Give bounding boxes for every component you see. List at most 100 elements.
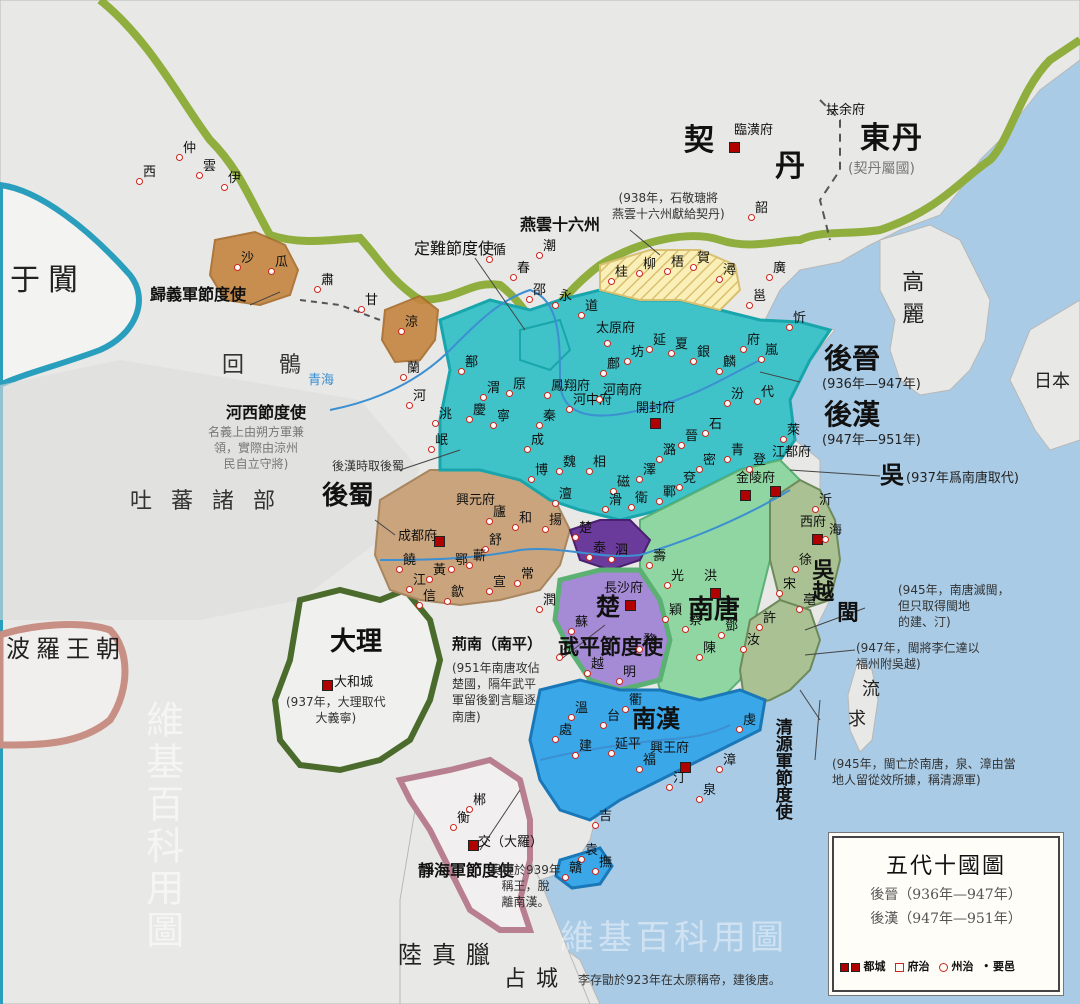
town-label: 廣 — [773, 261, 787, 276]
region-dali — [271, 586, 444, 774]
town-label: 泉 — [703, 783, 717, 798]
zhou-marker — [676, 484, 683, 491]
capital-changsha: 長沙府 — [604, 581, 644, 596]
zhou-marker — [602, 506, 609, 513]
town-label: 撫 — [599, 855, 613, 870]
zhou-marker — [514, 580, 521, 587]
town-label: 澤 — [643, 463, 657, 478]
label-nan-tang: 南唐 — [688, 595, 741, 625]
zhou-marker — [780, 436, 787, 443]
town-label: 舒 — [489, 533, 503, 548]
zhou-marker — [480, 394, 487, 401]
town-label: 潤 — [543, 593, 557, 608]
town-label: 博 — [535, 463, 549, 478]
town-label: 許 — [763, 611, 777, 626]
capital-marker — [710, 588, 721, 599]
town-label: 吉 — [599, 809, 613, 824]
zhou-marker — [682, 626, 689, 633]
legend-key-town: • 要邑 — [983, 960, 1015, 973]
zhou-marker — [624, 358, 631, 365]
zhou-marker — [234, 264, 241, 271]
town-label: 汀 — [673, 771, 687, 786]
zhou-marker — [568, 628, 575, 635]
town-label: 陳 — [703, 641, 717, 656]
town-label: 春 — [517, 261, 531, 276]
prefecture-marker — [604, 340, 611, 347]
town-label: 常 — [521, 567, 535, 582]
zhou-marker — [572, 752, 579, 759]
town-label: 宋 — [783, 577, 797, 592]
zhou-marker — [646, 346, 653, 353]
label-wu-yue: 吳越 — [808, 558, 834, 602]
note-yanyun: (938年，石敬瑭將 燕雲十六州獻給契丹) — [612, 191, 725, 222]
label-yanyun: 燕雲十六州 — [520, 215, 601, 234]
label-dali: 大理 — [330, 627, 383, 657]
zhou-marker — [724, 400, 731, 407]
border-east-dan — [818, 99, 841, 241]
zhou-marker — [592, 868, 599, 875]
capital-marker — [650, 418, 661, 429]
zhou-marker — [552, 302, 559, 309]
legend-key-zhou: 州治 — [939, 958, 974, 974]
zhou-marker — [572, 534, 579, 541]
border-hexi — [299, 299, 381, 321]
label-liuqiu-2: 求 — [848, 709, 866, 730]
zhou-marker — [512, 524, 519, 531]
note-dali: (937年，大理取代 大義寧) — [286, 695, 386, 726]
capital-symbol-icon — [840, 962, 849, 972]
zhou-marker — [636, 766, 643, 773]
zhou-marker — [748, 214, 755, 221]
zhou-marker — [526, 296, 533, 303]
zhou-marker — [556, 468, 563, 475]
town-label: 嵐 — [765, 343, 779, 358]
zhou-marker — [740, 646, 747, 653]
town-label: 仲 — [183, 141, 197, 156]
town-label: 賀 — [697, 251, 711, 266]
zhou-marker — [718, 632, 725, 639]
zhou-marker — [668, 350, 675, 357]
town-label: 寧 — [497, 409, 511, 424]
label-later-jin: 後晉 — [824, 342, 881, 375]
zhou-marker — [690, 264, 697, 271]
region-chu — [552, 567, 673, 693]
legend-key-town-text: 要邑 — [993, 960, 1015, 973]
region-tubo — [0, 360, 420, 620]
zhou-marker — [466, 562, 473, 569]
land-japan — [1009, 299, 1080, 451]
zhou-marker — [664, 582, 671, 589]
town-label: 雲 — [203, 159, 217, 174]
town-label: 廬 — [493, 505, 507, 520]
region-guiyi — [208, 230, 300, 307]
label-wuping: 武平節度使 — [558, 635, 663, 659]
town-label: 肅 — [321, 273, 335, 288]
town-label: 原 — [513, 377, 527, 392]
zhou-marker — [416, 602, 423, 609]
river-yellow — [329, 288, 761, 417]
legend-keys: 都城 府治 州治 • 要邑 — [840, 958, 1021, 974]
capital-jiangdu: 江都府 — [772, 445, 812, 460]
town-label: 贛 — [569, 861, 583, 876]
zhou-marker — [636, 646, 643, 653]
zhou-marker — [656, 456, 663, 463]
zhou-marker — [796, 606, 803, 613]
town-label: 秦 — [543, 409, 557, 424]
label-guiyi: 歸義軍節度使 — [150, 285, 247, 304]
zhou-marker — [736, 726, 743, 733]
town-label: 處 — [559, 723, 573, 738]
legend-key-zhou-text: 州治 — [951, 960, 974, 973]
town-label: 澶 — [559, 487, 573, 502]
town-label: 蘇 — [575, 615, 589, 630]
town-label: 銀 — [697, 345, 711, 360]
zhou-marker — [486, 518, 493, 525]
legend-row-later-jin: 後晉（936年—947年） — [870, 887, 1022, 903]
zhou-marker — [458, 368, 465, 375]
town-label: 楚 — [579, 521, 593, 536]
legend-title: 五代十國圖 — [885, 854, 1006, 879]
town-label: 忻 — [793, 311, 807, 326]
town-label: 萊 — [787, 423, 801, 438]
label-japan: 日本 — [1034, 371, 1070, 392]
town-label: 亳 — [803, 593, 817, 608]
zhou-marker — [268, 268, 275, 275]
town-label: 岷 — [435, 433, 449, 448]
capital-fuyu: 扶余府 — [826, 103, 866, 118]
